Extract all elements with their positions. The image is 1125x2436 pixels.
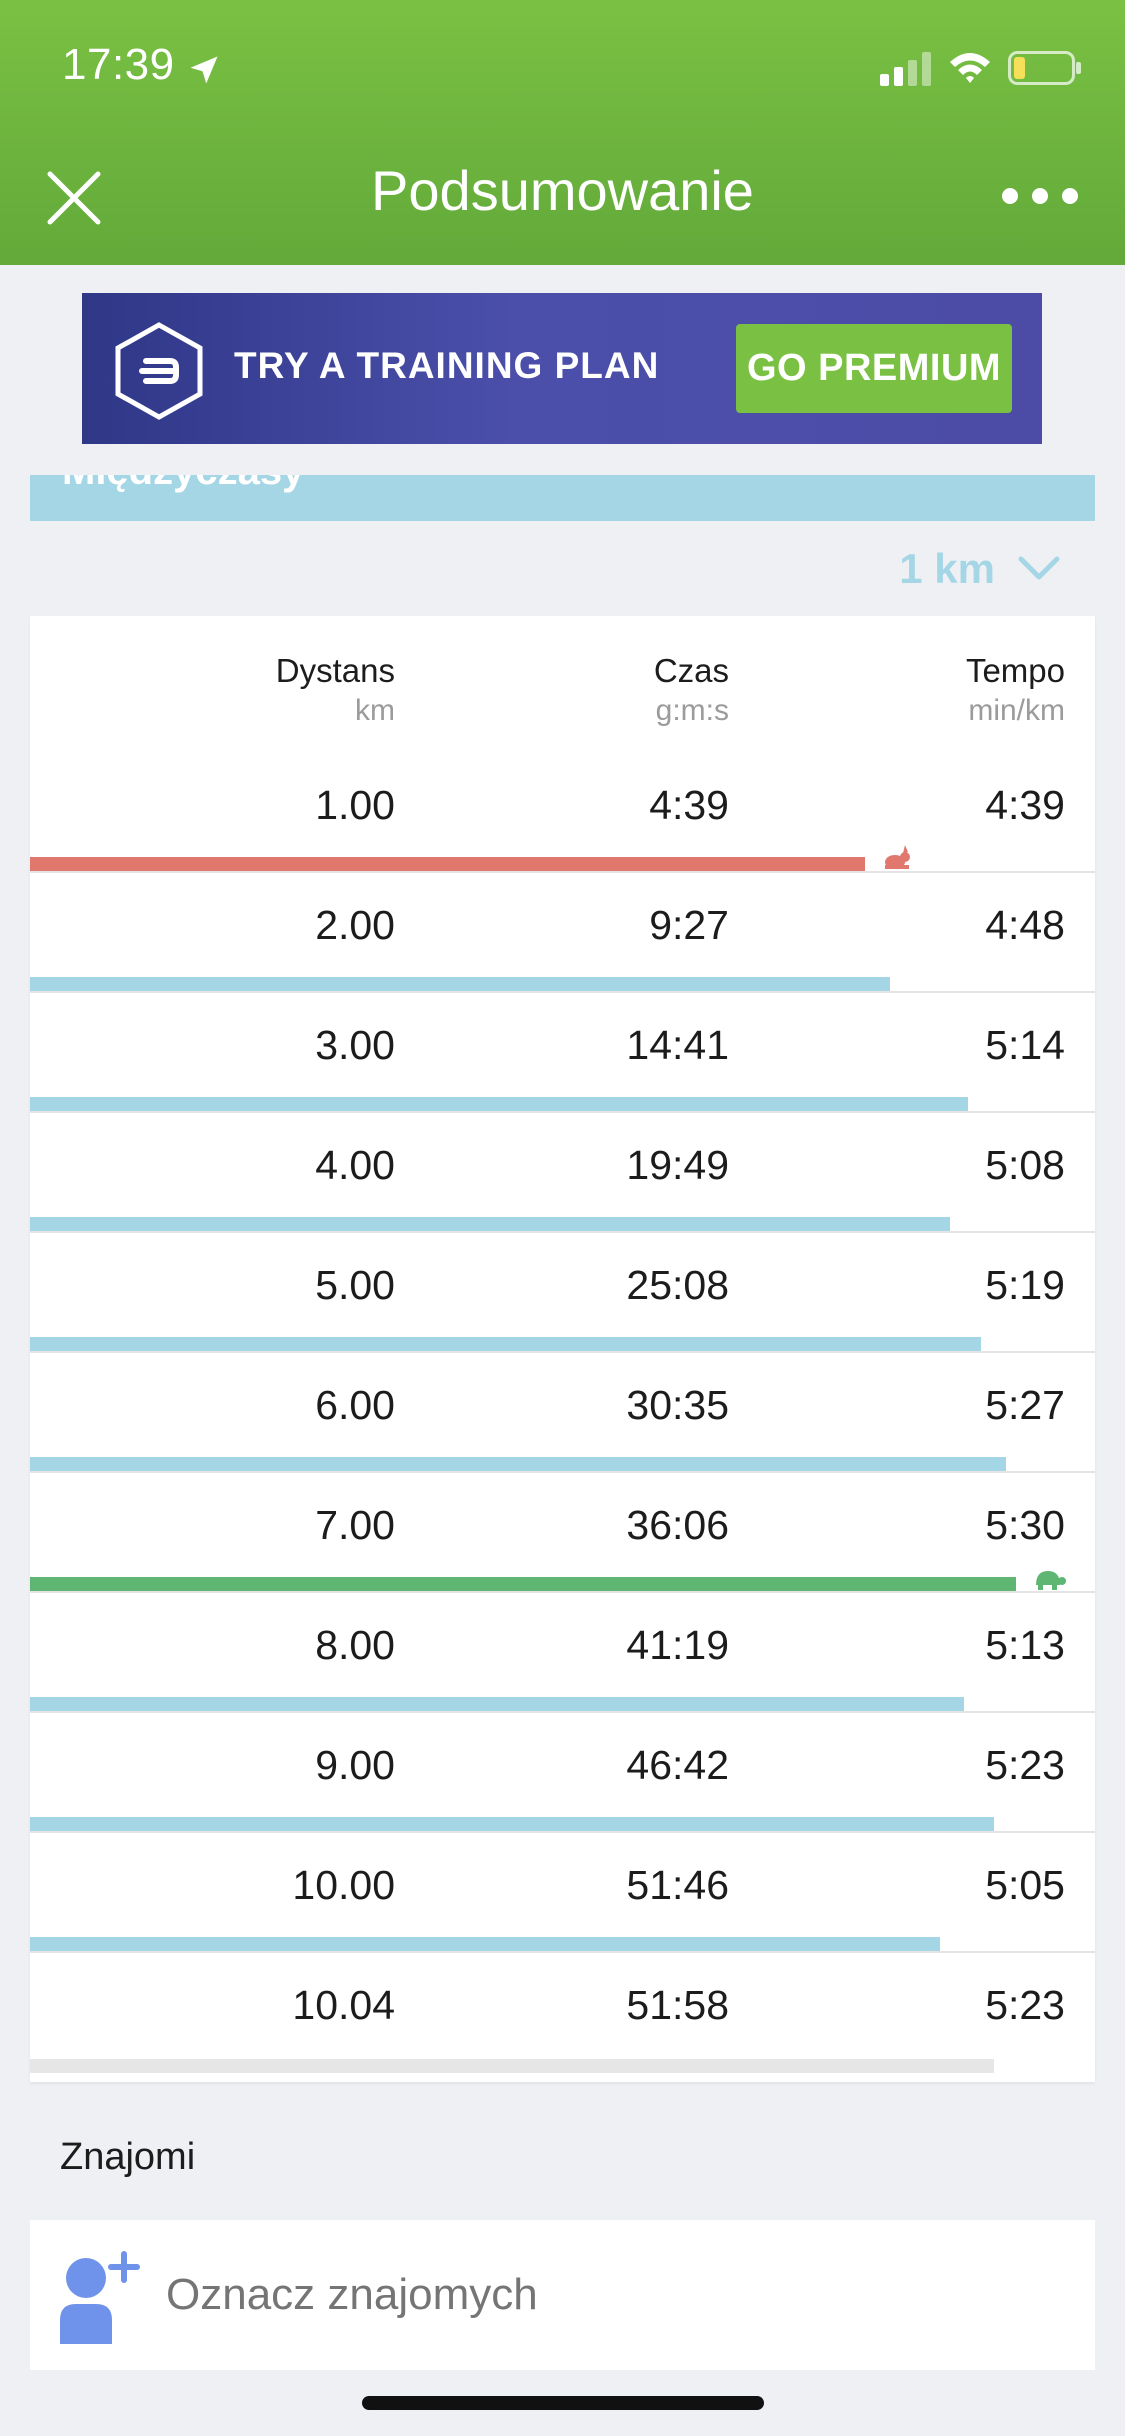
unit-selector-bar: 1 km xyxy=(30,521,1095,616)
split-time: 14:41 xyxy=(626,1022,729,1068)
split-time: 9:27 xyxy=(649,902,729,948)
split-pace-bar xyxy=(30,1097,968,1111)
status-time: 17:39 xyxy=(62,40,175,89)
more-icon[interactable] xyxy=(1000,178,1080,214)
wifi-icon xyxy=(950,53,990,83)
split-distance: 10.04 xyxy=(292,1982,395,2028)
split-distance: 8.00 xyxy=(315,1622,395,1668)
split-time: 36:06 xyxy=(626,1502,729,1548)
split-distance: 9.00 xyxy=(315,1742,395,1788)
split-distance: 7.00 xyxy=(315,1502,395,1548)
split-time: 30:35 xyxy=(626,1382,729,1428)
split-pace: 5:23 xyxy=(985,1742,1065,1788)
split-pace: 5:27 xyxy=(985,1382,1065,1428)
split-row: 7.00 36:06 5:30 xyxy=(30,1473,1095,1593)
split-row: 2.00 9:27 4:48 xyxy=(30,873,1095,993)
column-unit-distance: km xyxy=(355,694,395,727)
training-hex-icon xyxy=(115,322,203,420)
column-header-pace: Tempo xyxy=(965,652,1065,689)
split-row: 9.00 46:42 5:23 xyxy=(30,1713,1095,1833)
tag-friends-input[interactable] xyxy=(166,2270,741,2320)
battery-icon xyxy=(1008,51,1081,85)
add-person-icon xyxy=(60,2251,140,2344)
split-row: 10.04 51:58 5:23 xyxy=(30,1953,1095,2073)
split-pace-bar xyxy=(30,1937,940,1951)
split-pace: 5:08 xyxy=(985,1142,1065,1188)
unit-selector[interactable]: 1 km xyxy=(899,545,995,592)
split-time: 19:49 xyxy=(626,1142,729,1188)
banner-text: TRY A TRAINING PLAN xyxy=(234,345,660,386)
split-pace: 5:23 xyxy=(985,1982,1065,2028)
split-pace: 5:13 xyxy=(985,1622,1065,1668)
split-pace-bar xyxy=(30,1337,981,1351)
split-pace-bar xyxy=(30,977,890,991)
split-pace-bar xyxy=(30,1697,964,1711)
signal-icon xyxy=(880,52,931,86)
split-row: 8.00 41:19 5:13 xyxy=(30,1593,1095,1713)
split-pace-bar xyxy=(30,1217,950,1231)
splits-table: Dystans km Czas g:m:s Tempo min/km 1.00 4… xyxy=(30,616,1095,2082)
split-pace-bar xyxy=(30,1577,1016,1591)
split-time: 51:58 xyxy=(626,1982,729,2028)
split-time: 4:39 xyxy=(649,782,729,828)
close-icon[interactable] xyxy=(44,168,104,228)
split-time: 41:19 xyxy=(626,1622,729,1668)
friends-section-title: Znajomi xyxy=(60,2136,196,2178)
split-pace-bar xyxy=(30,2059,994,2073)
split-pace: 5:05 xyxy=(985,1862,1065,1908)
split-distance: 3.00 xyxy=(315,1022,395,1068)
turtle-icon xyxy=(1036,1571,1066,1590)
split-distance: 4.00 xyxy=(315,1142,395,1188)
column-unit-pace: min/km xyxy=(968,694,1065,727)
column-header-distance: Dystans xyxy=(275,652,395,689)
split-time: 46:42 xyxy=(626,1742,729,1788)
split-row: 5.00 25:08 5:19 xyxy=(30,1233,1095,1353)
split-pace: 4:48 xyxy=(985,902,1065,948)
splits-section-title: Międzyczasy xyxy=(62,475,304,494)
tag-friends-box[interactable] xyxy=(30,2220,1095,2370)
split-distance: 5.00 xyxy=(315,1262,395,1308)
training-plan-banner[interactable]: TRY A TRAINING PLAN GO PREMIUM xyxy=(82,293,1042,444)
split-pace: 4:39 xyxy=(985,782,1065,828)
splits-section-header: Międzyczasy xyxy=(30,475,1095,521)
split-row: 10.00 51:46 5:05 xyxy=(30,1833,1095,1953)
column-unit-time: g:m:s xyxy=(655,694,729,727)
split-pace: 5:30 xyxy=(985,1502,1065,1548)
split-row: 6.00 30:35 5:27 xyxy=(30,1353,1095,1473)
split-pace: 5:19 xyxy=(985,1262,1065,1308)
split-pace-bar xyxy=(30,1457,1006,1471)
split-distance: 10.00 xyxy=(292,1862,395,1908)
split-time: 51:46 xyxy=(626,1862,729,1908)
home-indicator[interactable] xyxy=(362,2396,764,2410)
split-distance: 2.00 xyxy=(315,902,395,948)
column-header-time: Czas xyxy=(653,652,729,689)
split-row: 3.00 14:41 5:14 xyxy=(30,993,1095,1113)
split-row: 4.00 19:49 5:08 xyxy=(30,1113,1095,1233)
chevron-down-icon[interactable] xyxy=(1017,553,1061,583)
split-pace-bar xyxy=(30,1817,994,1831)
location-arrow-icon xyxy=(190,56,218,84)
rabbit-icon xyxy=(885,845,910,869)
page-title: Podsumowanie xyxy=(371,159,754,222)
split-time: 25:08 xyxy=(626,1262,729,1308)
split-row: 1.00 4:39 4:39 xyxy=(30,753,1095,873)
split-distance: 1.00 xyxy=(315,782,395,828)
app-header: 17:39 Podsumowanie xyxy=(0,0,1125,265)
go-premium-button[interactable]: GO PREMIUM xyxy=(736,324,1012,413)
split-pace-bar xyxy=(30,857,865,871)
split-pace: 5:14 xyxy=(985,1022,1065,1068)
split-distance: 6.00 xyxy=(315,1382,395,1428)
